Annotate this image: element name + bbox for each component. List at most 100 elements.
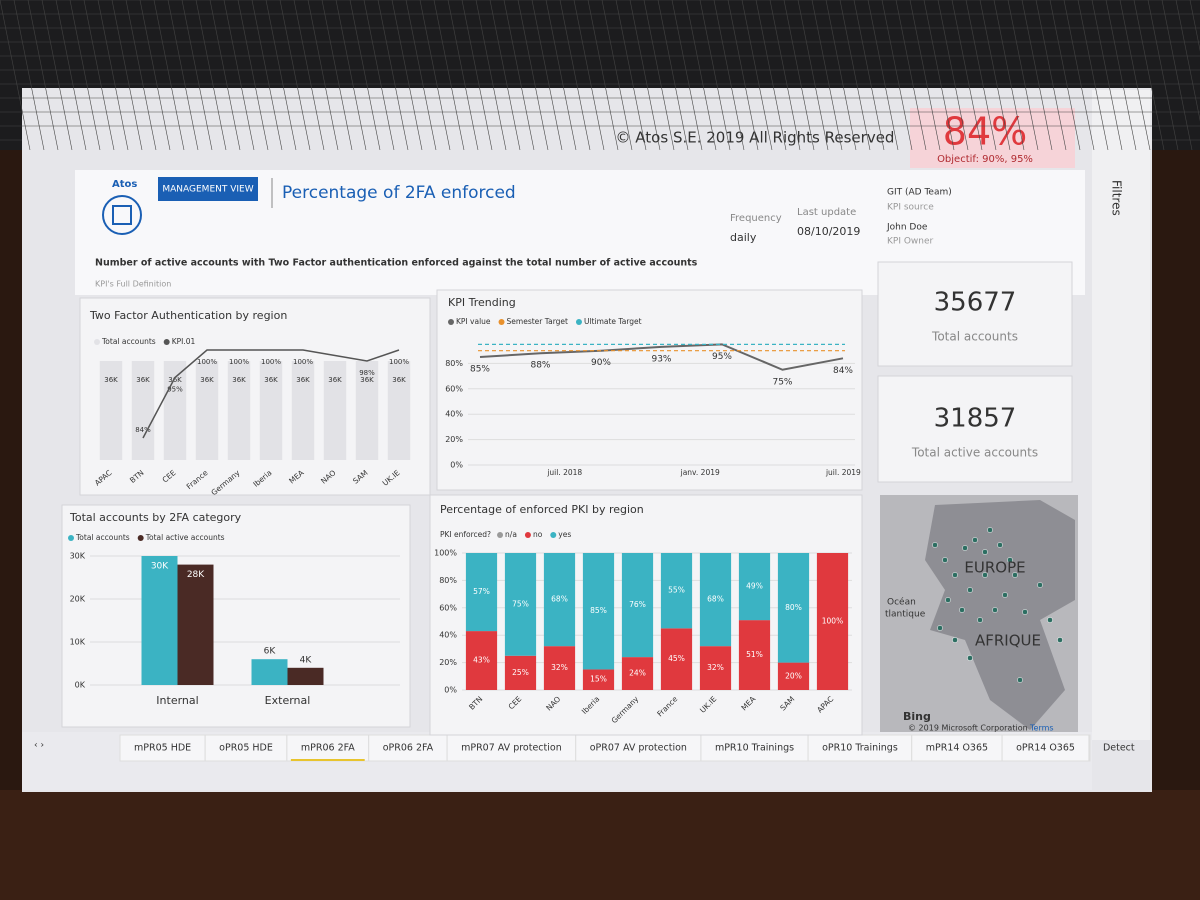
- ceiling-grid: [447, 0, 479, 151]
- map-point[interactable]: [972, 537, 978, 543]
- kpi-definition: Number of active accounts with Two Facto…: [95, 258, 698, 269]
- map-point[interactable]: [932, 542, 938, 548]
- map-point[interactable]: [1057, 637, 1063, 643]
- ceiling-grid: [1035, 0, 1067, 151]
- data-label: 88%: [530, 361, 550, 371]
- bar-segment: [504, 655, 537, 690]
- ceiling-grid: [69, 0, 101, 151]
- data-label: 24%: [629, 669, 646, 678]
- bar-segment: [738, 553, 771, 621]
- tab-label[interactable]: oPR05 HDE: [219, 743, 273, 754]
- tab[interactable]: [286, 734, 370, 762]
- management-view-label[interactable]: MANAGEMENT VIEW: [162, 185, 253, 195]
- legend-entry: KPI.01: [172, 337, 196, 346]
- y-tick-label: 0K: [75, 681, 86, 690]
- map-point[interactable]: [1037, 582, 1043, 588]
- y-tick-label: 40%: [445, 410, 463, 419]
- ceiling-grid: [209, 0, 241, 151]
- ceiling-grid: [573, 0, 605, 151]
- data-label: 36K: [392, 376, 406, 384]
- map-point[interactable]: [987, 527, 993, 533]
- data-label: 15%: [590, 675, 607, 684]
- map-point[interactable]: [997, 542, 1003, 548]
- bar-segment: [699, 553, 732, 647]
- data-label: 100%: [389, 358, 409, 366]
- bar-segment: [543, 553, 576, 647]
- tab-label[interactable]: mPR14 O365: [926, 743, 988, 754]
- tab-label[interactable]: mPR07 AV protection: [461, 743, 562, 754]
- ceiling-grid: [741, 0, 773, 151]
- map-point[interactable]: [982, 572, 988, 578]
- management-view-button[interactable]: [158, 177, 258, 201]
- definition-link[interactable]: KPI's Full Definition: [95, 280, 171, 289]
- y-tick-label: 10K: [70, 638, 86, 647]
- data-label: 75%: [512, 599, 529, 608]
- ceiling-grid: [601, 0, 633, 151]
- tab-label[interactable]: oPR14 O365: [1016, 743, 1075, 754]
- map-point[interactable]: [1007, 557, 1013, 563]
- ceiling-grid: [293, 0, 325, 151]
- tab-label[interactable]: Detect: [1103, 743, 1135, 754]
- map-point[interactable]: [962, 545, 968, 551]
- legend-title: PKI enforced?: [440, 530, 491, 539]
- map-point[interactable]: [942, 557, 948, 563]
- y-tick-label: 60%: [445, 384, 463, 393]
- map-point[interactable]: [1022, 609, 1028, 615]
- ceiling-grid: [769, 0, 801, 151]
- ceiling-grid: [853, 0, 885, 151]
- tab[interactable]: [204, 734, 288, 762]
- map-point[interactable]: [1017, 677, 1023, 683]
- filter-pane[interactable]: [1092, 90, 1150, 740]
- tab-nav[interactable]: ‹ ›: [34, 741, 44, 751]
- map-point[interactable]: [982, 549, 988, 555]
- tab-label[interactable]: oPR10 Trainings: [822, 743, 898, 754]
- data-label: 95%: [712, 352, 732, 362]
- tab-label[interactable]: mPR06 2FA: [301, 743, 355, 754]
- tab-label[interactable]: oPR06 2FA: [383, 743, 434, 754]
- map-terms[interactable]: Terms: [1029, 724, 1054, 733]
- map-point[interactable]: [992, 607, 998, 613]
- tab-label[interactable]: oPR07 AV protection: [590, 743, 687, 754]
- legend-entry: Total active accounts: [145, 533, 225, 542]
- tab[interactable]: [1001, 734, 1090, 762]
- bar-segment: [660, 553, 693, 629]
- map-point[interactable]: [1002, 592, 1008, 598]
- map-point[interactable]: [977, 617, 983, 623]
- data-label: 36K: [328, 376, 342, 384]
- tab[interactable]: [119, 734, 206, 762]
- map-point[interactable]: [1012, 572, 1018, 578]
- map-point[interactable]: [937, 625, 943, 631]
- y-tick-label: 60%: [439, 603, 457, 612]
- kpi-source-label: KPI source: [887, 203, 934, 213]
- tab[interactable]: [368, 734, 448, 762]
- legend-entry: Total accounts: [75, 533, 130, 542]
- map-point[interactable]: [1047, 617, 1053, 623]
- bar: [195, 361, 219, 460]
- data-label: 95%: [167, 386, 183, 394]
- map-land: [925, 500, 1075, 730]
- data-label: 36K: [232, 376, 246, 384]
- map-point[interactable]: [952, 572, 958, 578]
- ceiling-grid: [839, 0, 871, 151]
- ceiling-grid: [951, 0, 983, 151]
- map-point[interactable]: [967, 587, 973, 593]
- ceiling-grid: [0, 0, 31, 151]
- map-point[interactable]: [952, 637, 958, 643]
- map-point[interactable]: [945, 597, 951, 603]
- filter-label[interactable]: Filtres: [1110, 180, 1124, 216]
- map-point[interactable]: [959, 607, 965, 613]
- tab[interactable]: [911, 734, 1003, 762]
- tab[interactable]: [700, 734, 809, 762]
- map-point[interactable]: [967, 655, 973, 661]
- data-label: 85%: [590, 606, 607, 615]
- card: [877, 261, 1073, 367]
- ceiling-grid: [307, 0, 339, 151]
- tab-label[interactable]: mPR05 HDE: [134, 743, 191, 754]
- tab[interactable]: [575, 734, 702, 762]
- data-label: 25%: [512, 668, 529, 677]
- tab[interactable]: [1088, 734, 1091, 762]
- tab-label[interactable]: mPR10 Trainings: [715, 743, 794, 754]
- ceiling-grid: [545, 0, 577, 151]
- kpi-line: [142, 349, 400, 439]
